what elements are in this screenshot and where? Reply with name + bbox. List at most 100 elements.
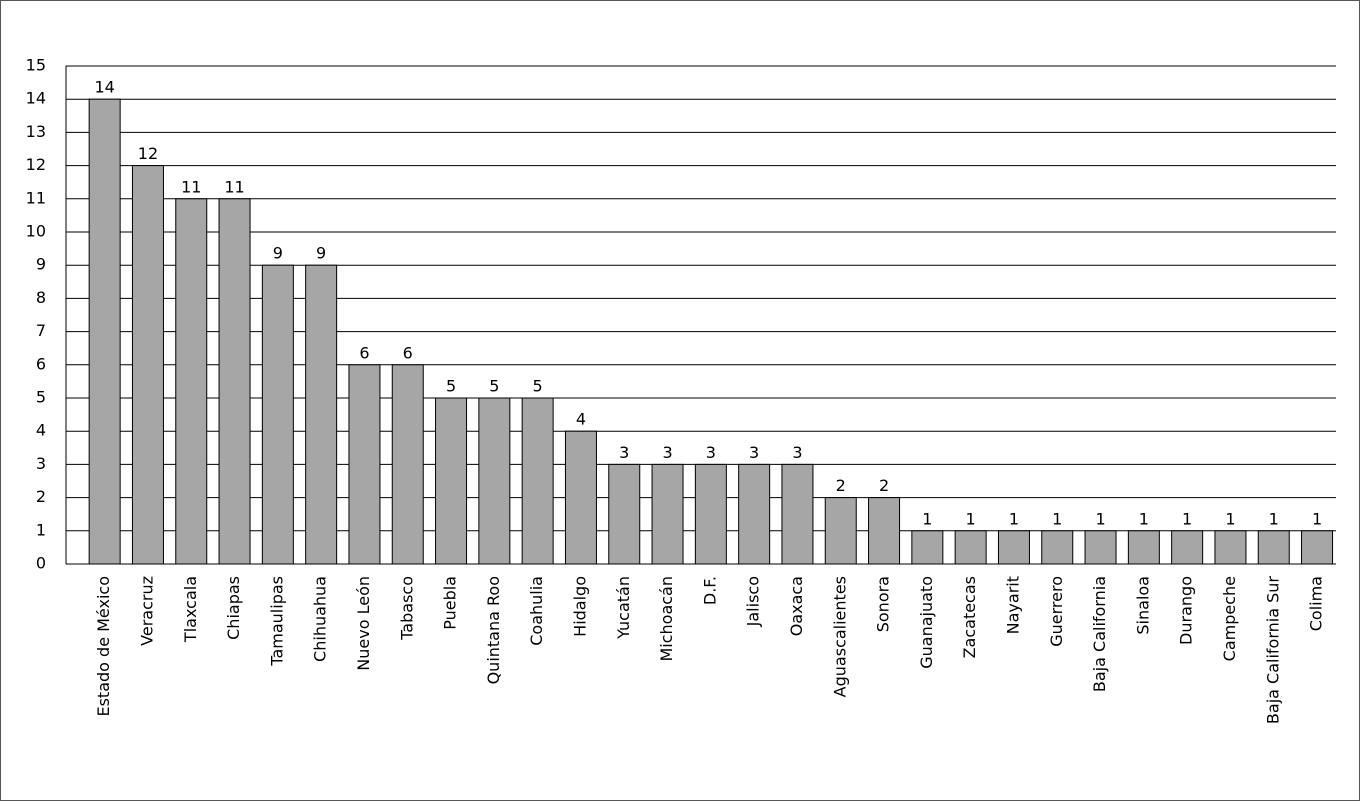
x-tick-label: Guerrero [1047,576,1066,647]
x-tick-label: Oaxaca [787,576,806,636]
value-label: 1 [1225,509,1235,528]
bar [305,264,338,565]
x-tick-label: Michoacán [657,576,676,662]
bar [564,430,597,565]
value-label: 1 [922,509,932,528]
y-tick-label: 13 [26,122,46,141]
y-tick-label: 10 [26,222,46,241]
x-tick-label: Puebla [441,576,460,630]
bar [1127,530,1160,565]
x-tick-label: Colima [1307,576,1326,631]
bar [911,530,944,565]
bar [868,497,901,565]
y-tick-label: 11 [26,188,46,207]
bar [131,165,164,565]
value-label: 11 [224,177,244,196]
x-tick-label: Hidalgo [570,576,589,637]
x-tick-label: Tabasco [397,576,416,641]
x-tick-label: Jalisco [744,576,763,627]
x-tick-label: Nayarit [1003,576,1022,634]
bar [175,198,208,565]
x-tick-label: Baja California Sur [1263,576,1282,724]
value-label: 5 [533,377,543,396]
x-tick-label: Sinaloa [1133,576,1152,635]
bar [1171,530,1204,565]
x-tick-label: Nuevo León [354,576,373,671]
value-label: 5 [446,377,456,396]
value-label: 9 [316,244,326,263]
y-tick-label: 3 [36,454,46,473]
value-label: 1 [1139,509,1149,528]
value-label: 6 [359,343,369,362]
bar [1084,530,1117,565]
bar [1214,530,1247,565]
value-label: 1 [1182,509,1192,528]
x-tick-label: Tlaxcala [181,576,200,643]
x-tick-label: Aguascalientes [830,576,849,697]
bar [1301,530,1334,565]
bar [651,463,684,565]
x-tick-label: Guanajuato [917,576,936,669]
x-tick-label: Veracruz [137,576,156,646]
value-label: 14 [94,78,114,97]
value-label: 3 [792,443,802,462]
bar [218,198,251,565]
bar [261,264,294,565]
bar [521,397,554,565]
bar [1041,530,1074,565]
value-label: 6 [403,343,413,362]
bar [1257,530,1290,565]
y-tick-label: 7 [36,321,46,340]
bar [348,364,381,565]
value-label: 2 [836,476,846,495]
value-label: 3 [619,443,629,462]
value-label: 1 [966,509,976,528]
x-tick-label: Quintana Roo [484,576,503,684]
bar [997,530,1030,565]
x-tick-label: D.F. [700,576,719,605]
value-label: 3 [749,443,759,462]
x-tick-label: Campeche [1220,576,1239,661]
x-tick-label: Chiapas [224,576,243,640]
x-tick-label: Baja California [1090,576,1109,692]
y-tick-label: 8 [36,288,46,307]
y-tick-label: 14 [26,89,46,108]
y-tick-label: 2 [36,487,46,506]
y-tick-label: 6 [36,354,46,373]
bar [478,397,511,565]
value-label: 1 [1095,509,1105,528]
bar [738,463,771,565]
bar [954,530,987,565]
y-tick-label: 5 [36,388,46,407]
value-label: 3 [662,443,672,462]
value-label: 1 [1009,509,1019,528]
bar [391,364,424,565]
x-tick-label: Yucatán [614,576,633,640]
y-tick-label: 1 [36,520,46,539]
value-label: 9 [273,244,283,263]
value-label: 11 [181,177,201,196]
bar [435,397,468,565]
value-label: 1 [1052,509,1062,528]
y-tick-label: 12 [26,155,46,174]
x-tick-label: Sonora [874,576,893,632]
x-tick-label: Durango [1177,576,1196,645]
value-label: 4 [576,410,586,429]
y-tick-label: 4 [36,421,46,440]
value-label: 1 [1269,509,1279,528]
bar [694,463,727,565]
value-label: 5 [489,377,499,396]
y-tick-label: 15 [26,56,46,75]
x-tick-label: Chihuahua [311,576,330,662]
value-label: 1 [1312,509,1322,528]
bar [88,98,121,565]
y-tick-label: 0 [36,554,46,573]
x-tick-label: Estado de México [94,576,113,717]
y-tick-label: 9 [36,255,46,274]
bar [824,497,857,565]
bar [608,463,641,565]
x-tick-label: Tamaulipas [267,576,286,667]
value-label: 2 [879,476,889,495]
value-label: 3 [706,443,716,462]
